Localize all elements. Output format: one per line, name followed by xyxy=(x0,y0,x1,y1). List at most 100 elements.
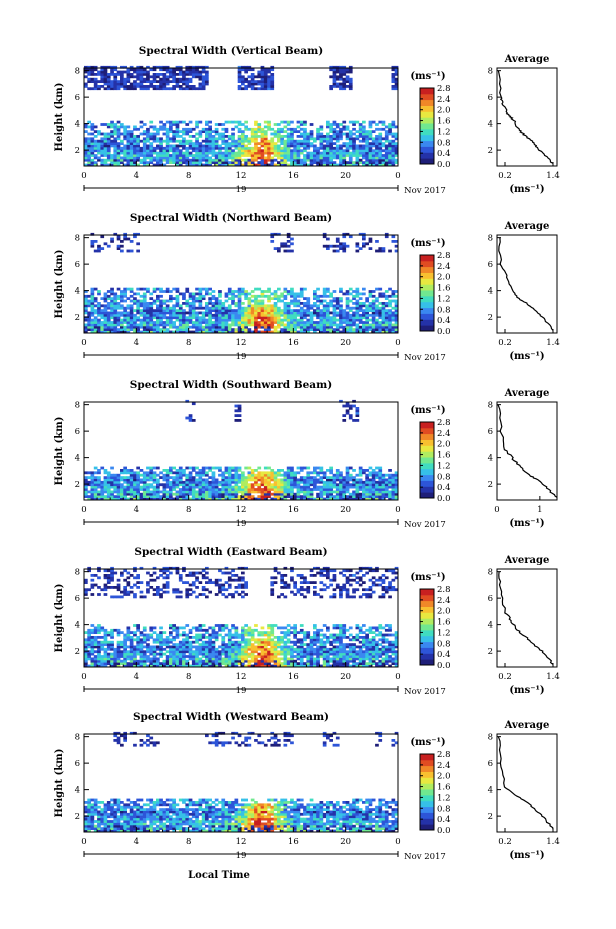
heatmap-cell xyxy=(218,495,222,498)
heatmap-cell xyxy=(129,311,134,315)
heatmap-cell xyxy=(309,325,314,329)
heatmap-cell xyxy=(126,576,131,580)
heatmap-cell xyxy=(149,146,154,150)
heatmap-cell xyxy=(378,497,383,501)
heatmap-cell xyxy=(221,471,226,475)
heatmap-cell xyxy=(208,151,212,155)
heatmap-cell xyxy=(234,328,239,331)
heatmap-cell xyxy=(342,161,347,164)
heatmap-cell xyxy=(348,132,353,136)
heatmap-cell xyxy=(116,80,121,83)
heatmap-cell xyxy=(247,154,252,157)
heatmap-cell xyxy=(257,488,262,491)
heatmap-cell xyxy=(227,292,232,296)
heatmap-cell xyxy=(391,488,396,491)
heatmap-cell xyxy=(365,497,369,501)
heatmap-cell xyxy=(348,235,353,239)
heatmap-cell xyxy=(299,469,304,472)
heatmap-cell xyxy=(106,492,111,496)
heatmap-cell xyxy=(348,404,353,408)
heatmap-cell xyxy=(120,149,124,153)
heatmap-cell xyxy=(126,590,131,594)
heatmap-cell xyxy=(165,82,170,86)
heatmap-cell xyxy=(355,488,360,491)
heatmap-cell xyxy=(218,132,222,136)
heatmap-cell xyxy=(299,318,304,322)
heatmap-cell xyxy=(293,297,297,300)
heatmap-cell xyxy=(149,142,154,145)
heatmap-cell xyxy=(231,466,235,470)
heatmap-cell xyxy=(159,146,163,150)
heatmap-cell xyxy=(165,471,170,475)
heatmap-cell xyxy=(139,325,144,329)
heatmap-cell xyxy=(156,151,160,155)
heatmap-cell xyxy=(319,125,324,129)
heatmap-cell xyxy=(152,65,157,69)
heatmap-cell xyxy=(384,328,389,331)
heatmap-cell xyxy=(273,294,278,298)
heatmap-cell xyxy=(133,75,137,79)
heatmap-cell xyxy=(113,87,118,91)
heatmap-cell xyxy=(362,311,366,315)
heatmap-cell xyxy=(273,290,278,293)
heatmap-cell xyxy=(136,154,140,157)
heatmap-cell xyxy=(106,156,111,160)
heatmap-cell xyxy=(224,485,229,489)
heatmap-cell xyxy=(146,309,150,312)
heatmap-cell xyxy=(299,330,304,334)
heatmap-cell xyxy=(123,638,127,642)
heatmap-cell xyxy=(244,163,248,167)
heatmap-cell xyxy=(214,488,219,491)
heatmap-cell xyxy=(84,142,88,145)
heatmap-cell xyxy=(378,294,383,298)
heatmap-cell xyxy=(90,137,95,141)
heatmap-cell xyxy=(211,323,216,327)
heatmap-cell xyxy=(309,311,314,315)
heatmap-cell xyxy=(84,304,88,308)
heatmap-cell xyxy=(329,497,333,501)
heatmap-cell xyxy=(365,480,369,484)
heatmap-cell xyxy=(87,161,91,164)
heatmap-cell xyxy=(227,161,232,164)
heatmap-cell xyxy=(313,290,317,293)
heatmap-cell xyxy=(100,647,105,651)
heatmap-cell xyxy=(198,311,203,315)
heatmap-cell xyxy=(355,156,360,160)
heatmap-cell xyxy=(136,318,140,322)
heatmap-cell xyxy=(378,478,383,482)
heatmap-cell xyxy=(123,137,127,141)
heatmap-cell xyxy=(133,144,137,148)
heatmap-cell xyxy=(280,242,284,246)
heatmap-cell xyxy=(283,297,288,300)
heatmap-cell xyxy=(188,497,193,501)
heatmap-cell xyxy=(394,240,399,243)
heatmap-cell xyxy=(283,249,288,253)
heatmap-cell xyxy=(241,473,245,477)
heatmap-cell xyxy=(221,325,226,329)
heatmap-cell xyxy=(348,130,353,133)
heatmap-cell xyxy=(378,142,383,145)
heatmap-cell xyxy=(214,146,219,150)
heatmap-cell xyxy=(93,68,98,72)
heatmap-cell xyxy=(273,306,278,310)
heatmap-cell xyxy=(348,158,353,162)
heatmap-cell xyxy=(169,309,173,312)
heatmap-cell xyxy=(296,492,301,496)
heatmap-cell xyxy=(365,309,369,312)
heatmap-cell xyxy=(133,566,137,570)
heatmap-cell xyxy=(195,473,199,477)
heatmap-cell xyxy=(106,586,111,589)
heatmap-cell xyxy=(394,73,399,76)
heatmap-cell xyxy=(332,490,337,494)
colorbar-frame xyxy=(419,87,435,165)
heatmap-cell xyxy=(280,311,284,315)
heatmap-cell xyxy=(306,299,311,303)
colorbar-unit: (ms⁻¹) xyxy=(410,405,445,416)
heatmap-cell xyxy=(90,244,95,248)
heatmap-cell xyxy=(257,471,262,475)
heatmap-cell xyxy=(97,640,101,644)
heatmap-cell xyxy=(113,144,118,148)
heatmap-cell xyxy=(97,290,101,293)
heatmap-cell xyxy=(273,232,278,236)
